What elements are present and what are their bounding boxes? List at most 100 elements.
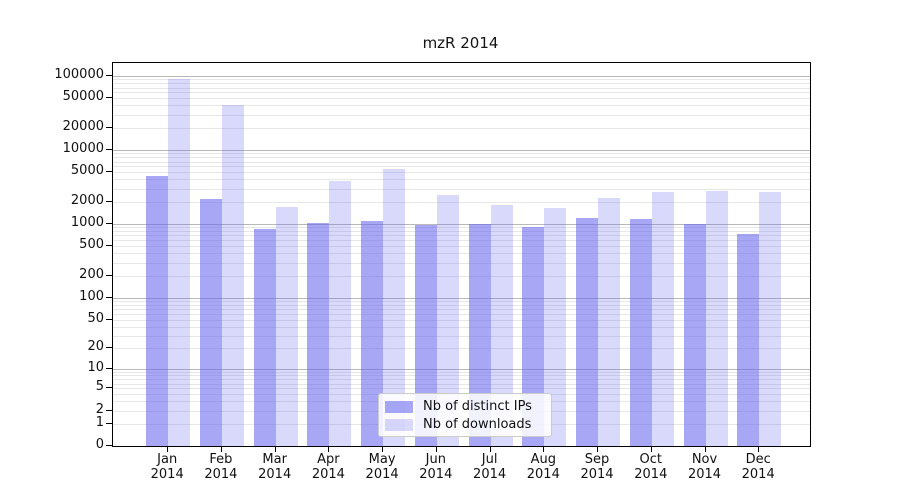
gridline [113, 231, 810, 233]
gridline [113, 379, 810, 381]
y-tick-mark [106, 75, 112, 76]
bar-apr-distinct-ips [307, 223, 330, 446]
x-tick-mark [650, 446, 652, 452]
y-tick-mark [106, 126, 112, 128]
x-tick-label: Apr 2014 [296, 452, 360, 482]
y-tick-mark [106, 422, 112, 424]
gridline [113, 335, 810, 337]
bar-feb-downloads [221, 105, 244, 446]
y-tick-label: 500 [79, 237, 104, 253]
x-tick-label: Sep 2014 [565, 452, 629, 482]
x-tick-year: 2014 [150, 467, 184, 482]
y-tick-label: 0 [95, 437, 104, 452]
y-tick-label: 200 [79, 266, 104, 282]
gridline [113, 224, 810, 225]
gridline [113, 114, 810, 116]
x-tick-label: Jun 2014 [404, 452, 468, 482]
x-tick-year: 2014 [526, 467, 560, 482]
gridline [113, 309, 810, 310]
gridline [113, 76, 810, 77]
gridline [113, 157, 810, 159]
bar-aug-distinct-ips [522, 227, 545, 446]
gridline [113, 326, 810, 328]
x-tick-month: Apr [317, 452, 340, 467]
x-tick-mark [435, 446, 437, 452]
x-tick-year: 2014 [741, 467, 775, 482]
gridline [113, 105, 810, 107]
gridline [113, 166, 810, 168]
x-tick-label: Aug 2014 [511, 452, 575, 482]
x-tick-month: May [368, 452, 396, 467]
gridline [113, 319, 810, 321]
x-tick-year: 2014 [580, 467, 614, 482]
x-tick-label: Oct 2014 [619, 452, 683, 482]
gridline [113, 87, 810, 89]
x-tick-month: Oct [639, 452, 663, 467]
gridline [113, 372, 810, 373]
gridline [113, 235, 810, 237]
y-tick-mark [106, 200, 112, 202]
legend-label-distinct-ips: Nb of distinct IPs [423, 399, 532, 414]
y-tick-label: 10 [87, 359, 104, 375]
x-tick-year: 2014 [204, 467, 238, 482]
gridline [113, 172, 810, 174]
bar-aug-downloads [544, 207, 567, 446]
x-tick-month: Mar [262, 452, 287, 467]
y-tick-label: 100 [79, 288, 104, 304]
bar-sep-distinct-ips [576, 218, 598, 446]
bar-nov-downloads [705, 191, 728, 446]
x-tick-mark [597, 446, 598, 452]
bar-oct-distinct-ips [629, 218, 652, 446]
x-tick-month: Jul [481, 452, 498, 467]
y-tick-mark [106, 223, 112, 224]
gridline [113, 313, 810, 315]
x-tick-year: 2014 [473, 467, 507, 482]
legend-entry-distinct-ips: Nb of distinct IPs [385, 398, 545, 416]
gridline [113, 375, 810, 377]
x-tick-month: Feb [209, 452, 233, 467]
gridline [113, 92, 810, 94]
bar-mar-distinct-ips [253, 228, 276, 446]
x-tick-label: Nov 2014 [673, 452, 737, 482]
bar-jun-distinct-ips [414, 224, 437, 446]
bar-nov-distinct-ips [683, 224, 706, 446]
bar-jun-downloads [436, 195, 459, 446]
y-tick-label: 10000 [62, 141, 104, 156]
gridline [113, 153, 810, 155]
y-tick-mark [106, 387, 112, 389]
gridline [113, 304, 810, 306]
x-tick-label: Feb 2014 [189, 452, 253, 482]
x-tick-label: May 2014 [350, 452, 414, 482]
y-tick-label: 50000 [62, 89, 104, 105]
gridline [113, 161, 810, 163]
bar-mar-downloads [275, 206, 298, 446]
bar-may-downloads [383, 169, 406, 446]
bar-feb-distinct-ips [199, 198, 222, 446]
gridline [113, 150, 810, 151]
gridline [113, 348, 810, 350]
y-tick-label: 2 [95, 401, 104, 417]
y-tick-label: 2000 [70, 192, 104, 208]
y-tick-mark [106, 347, 112, 349]
gridline [113, 262, 810, 264]
y-tick-mark [106, 149, 112, 150]
x-tick-mark [489, 446, 491, 452]
x-tick-mark [543, 446, 545, 452]
legend-label-downloads: Nb of downloads [423, 417, 532, 432]
y-tick-mark [106, 296, 112, 298]
x-tick-year: 2014 [634, 467, 668, 482]
gridline [113, 253, 810, 255]
gridline [113, 79, 810, 81]
bar-may-distinct-ips [361, 220, 384, 446]
x-tick-mark [328, 446, 330, 452]
y-tick-label: 1 [95, 414, 104, 430]
bar-jul-downloads [490, 205, 513, 446]
y-tick-mark [106, 445, 112, 446]
x-tick-label: Jul 2014 [458, 452, 522, 482]
x-tick-year: 2014 [365, 467, 399, 482]
y-tick-label: 50 [87, 310, 104, 326]
gridline [113, 388, 810, 390]
x-tick-month: Sep [584, 452, 610, 467]
y-tick-label: 5000 [70, 163, 104, 179]
